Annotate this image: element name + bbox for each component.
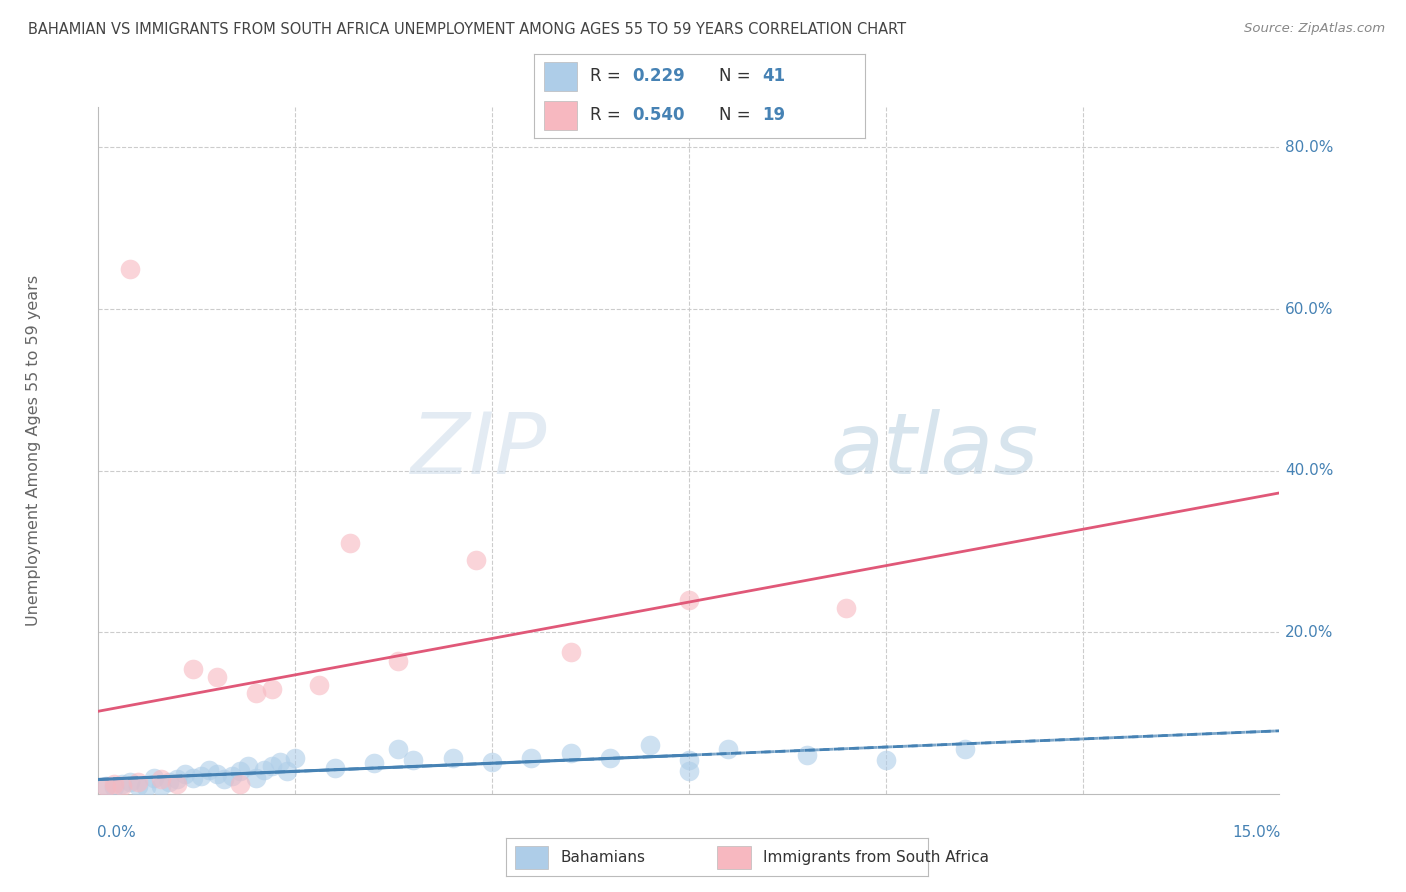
Point [150,772,173,787]
Text: 80.0%: 80.0% [1285,140,1334,155]
Text: 0.229: 0.229 [631,68,685,86]
Point [96,779,118,793]
Text: 20.0%: 20.0% [1285,624,1334,640]
Point [560,645,582,659]
Point [638,739,661,753]
Point [465,552,488,566]
Point [245,686,267,700]
Point [229,777,252,791]
Text: BAHAMIAN VS IMMIGRANTS FROM SOUTH AFRICA UNEMPLOYMENT AMONG AGES 55 TO 59 YEARS : BAHAMIAN VS IMMIGRANTS FROM SOUTH AFRICA… [28,22,907,37]
Point [214,772,236,787]
Point [229,764,252,779]
Point [236,758,259,772]
Point [103,780,125,795]
Point [260,681,283,696]
Point [118,261,141,276]
Point [402,753,425,767]
Point [363,756,385,771]
Point [103,777,125,791]
Point [520,750,543,764]
Point [308,678,330,692]
Point [481,755,503,769]
Point [796,748,818,763]
Text: 0.0%: 0.0% [97,825,136,839]
Text: 40.0%: 40.0% [1285,463,1334,478]
FancyBboxPatch shape [717,846,751,869]
Point [197,763,219,777]
Point [181,662,204,676]
Point [717,742,740,756]
Point [260,758,283,772]
Text: 19: 19 [762,106,786,124]
Text: ZIP: ZIP [411,409,547,492]
Text: R =: R = [591,68,627,86]
Point [678,753,700,767]
Point [441,750,464,764]
Point [253,763,276,777]
FancyBboxPatch shape [515,846,548,869]
Text: R =: R = [591,106,627,124]
Point [150,779,173,793]
Text: Bahamians: Bahamians [561,850,645,864]
Text: Unemployment Among Ages 55 to 59 years: Unemployment Among Ages 55 to 59 years [25,275,41,626]
Point [127,774,149,789]
Point [205,670,228,684]
Point [96,780,118,795]
Point [560,747,582,761]
Point [953,742,976,756]
Text: 0.540: 0.540 [631,106,685,124]
Point [599,750,621,764]
Point [678,764,700,779]
Text: 15.0%: 15.0% [1232,825,1281,839]
FancyBboxPatch shape [544,62,578,91]
Point [323,761,346,775]
Text: N =: N = [720,68,756,86]
Point [166,777,188,791]
Point [387,742,409,756]
Point [190,769,212,783]
Text: atlas: atlas [831,409,1039,492]
Point [221,769,243,783]
Point [276,764,298,779]
Text: 41: 41 [762,68,786,86]
Text: Source: ZipAtlas.com: Source: ZipAtlas.com [1244,22,1385,36]
Point [284,750,307,764]
Point [339,536,361,550]
Point [174,766,197,780]
Point [111,777,134,791]
Point [118,774,141,789]
Text: 60.0%: 60.0% [1285,301,1334,317]
Text: Immigrants from South Africa: Immigrants from South Africa [763,850,990,864]
Point [269,755,291,769]
Point [245,771,267,785]
Point [127,779,149,793]
Point [166,772,188,787]
Point [181,771,204,785]
Point [387,654,409,668]
Point [135,780,157,795]
FancyBboxPatch shape [544,101,578,130]
Point [142,771,165,785]
Point [205,766,228,780]
Text: N =: N = [720,106,756,124]
Point [875,753,897,767]
Point [678,593,700,607]
Point [157,774,180,789]
Point [835,601,858,615]
Point [111,779,134,793]
